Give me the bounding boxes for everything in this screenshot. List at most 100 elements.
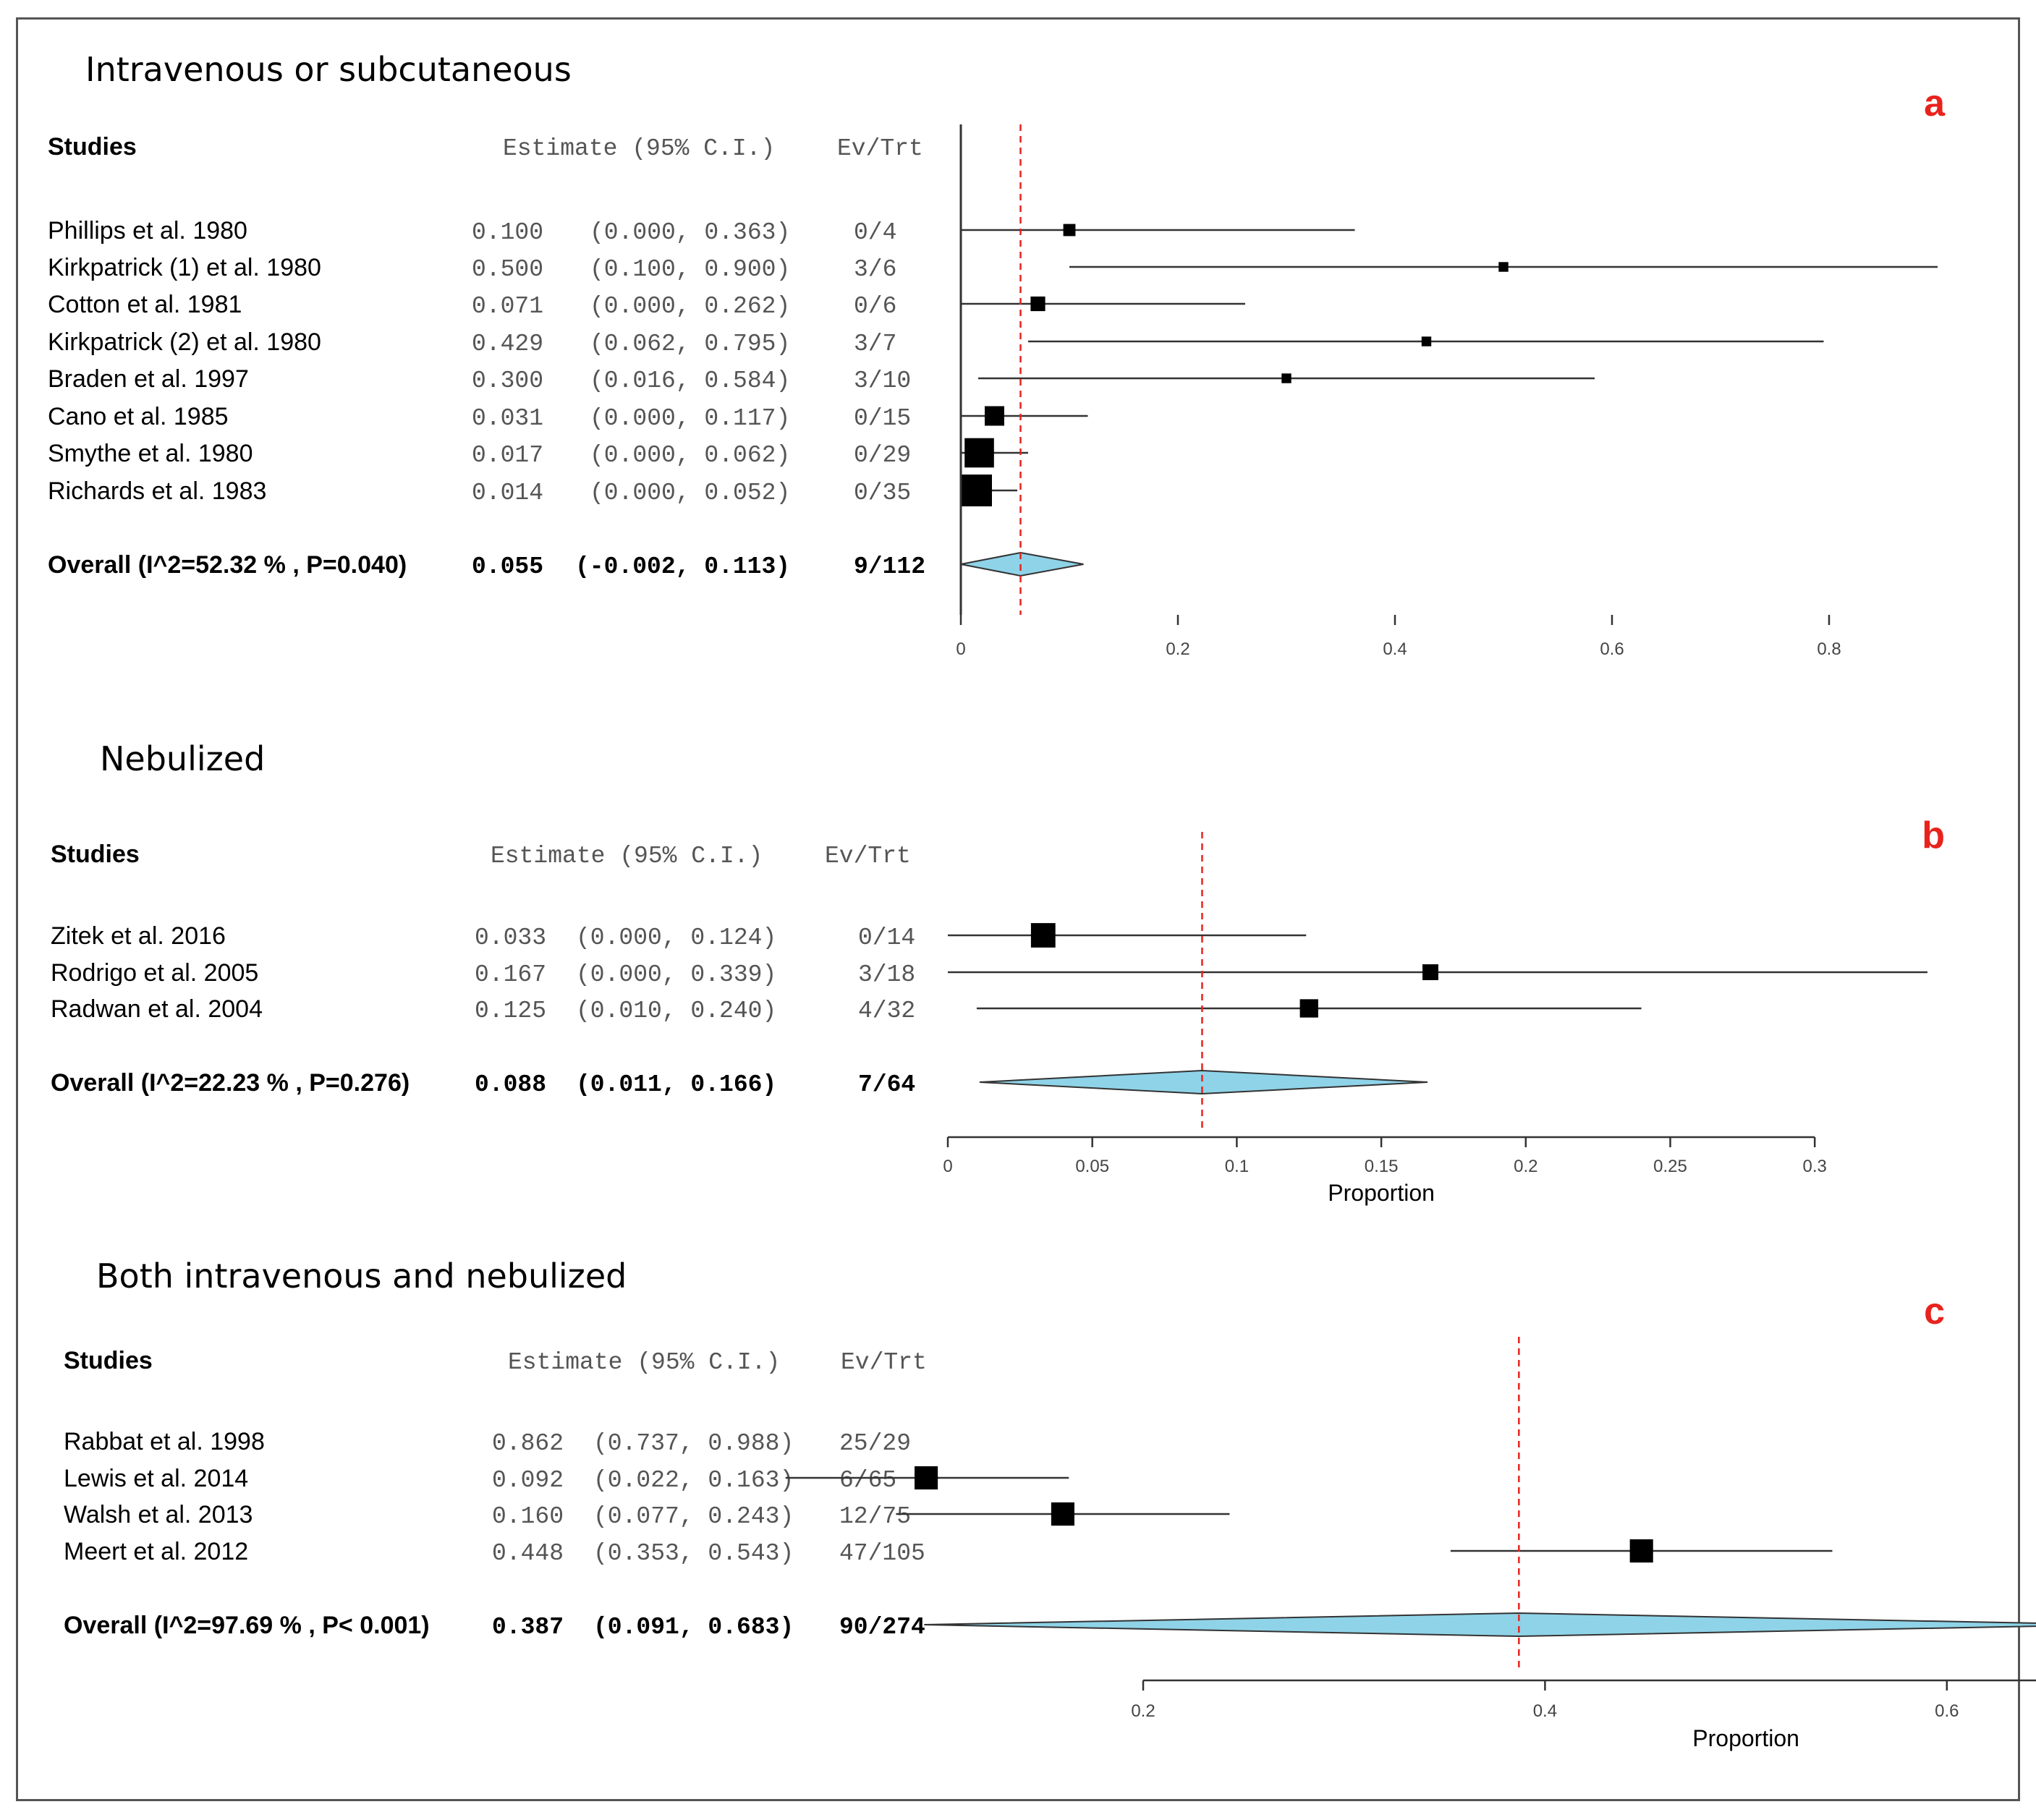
overall-estimate: 0.088 [475, 1071, 546, 1098]
study-name: Cano et al. 1985 [48, 403, 229, 430]
header-studies: Studies [51, 841, 140, 868]
study-estimate: 0.017 [472, 442, 543, 469]
header-evtrt: Ev/Trt [837, 135, 923, 162]
header-estimate: Estimate (95% C.I.) [491, 843, 763, 869]
study-evtrt: 47/105 [839, 1540, 925, 1567]
study-evtrt: 3/7 [854, 331, 896, 357]
x-tick-label: 0.1 [1225, 1157, 1249, 1176]
overall-evtrt: 9/112 [854, 553, 925, 580]
study-marker [1421, 336, 1432, 346]
overall-label: Overall (I^2=97.69 % , P< 0.001) [64, 1612, 430, 1639]
study-evtrt: 0/15 [854, 405, 911, 432]
study-ci: (0.000, 0.339) [576, 961, 776, 988]
x-tick-label: 0 [956, 639, 965, 659]
study-ci: (0.353, 0.543) [593, 1540, 794, 1567]
study-name: Phillips et al. 1980 [48, 217, 247, 244]
study-ci: (0.000, 0.062) [590, 442, 790, 469]
study-marker [960, 475, 992, 506]
x-tick-label: 0.15 [1365, 1157, 1399, 1176]
study-name: Zitek et al. 2016 [51, 922, 226, 950]
study-marker [1063, 224, 1076, 237]
study-evtrt: 0/29 [854, 442, 911, 469]
x-tick-label: 0.8 [1817, 639, 1841, 659]
study-ci: (0.010, 0.240) [576, 998, 776, 1024]
study-marker [964, 438, 994, 468]
study-evtrt: 3/18 [858, 961, 915, 988]
panel-letter: c [1924, 1290, 1945, 1332]
study-marker [1281, 373, 1291, 383]
study-estimate: 0.500 [472, 256, 543, 283]
study-evtrt: 0/4 [854, 219, 896, 246]
study-name: Kirkpatrick (2) et al. 1980 [48, 328, 321, 356]
overall-evtrt: 90/274 [839, 1614, 925, 1641]
header-studies: Studies [48, 133, 137, 161]
study-name: Meert et al. 2012 [64, 1538, 248, 1565]
study-evtrt: 25/29 [839, 1430, 911, 1457]
panel-title: Both intravenous and nebulized [96, 1256, 627, 1296]
study-marker [1422, 964, 1438, 980]
panel-letter: a [1924, 82, 1946, 124]
study-evtrt: 0/14 [858, 924, 915, 951]
figure-frame [16, 17, 2020, 1801]
study-evtrt: 4/32 [858, 998, 915, 1024]
study-estimate: 0.125 [475, 998, 546, 1024]
header-evtrt: Ev/Trt [841, 1349, 927, 1376]
overall-ci: (0.091, 0.683) [593, 1614, 794, 1641]
study-ci: (0.016, 0.584) [590, 367, 790, 394]
study-name: Walsh et al. 2013 [64, 1501, 253, 1528]
study-ci: (0.000, 0.117) [590, 405, 790, 432]
study-name: Radwan et al. 2004 [51, 995, 263, 1023]
overall-diamond [960, 551, 1084, 577]
x-tick-label: 0 [943, 1157, 952, 1176]
study-marker [1030, 923, 1056, 948]
study-ci: (0.000, 0.124) [576, 924, 776, 951]
study-name: Smythe et al. 1980 [48, 440, 253, 467]
study-estimate: 0.071 [472, 293, 543, 320]
study-estimate: 0.862 [492, 1430, 564, 1457]
study-ci: (0.737, 0.988) [593, 1430, 794, 1457]
panel-letter: b [1922, 815, 1945, 856]
study-marker [1030, 296, 1045, 312]
study-evtrt: 12/75 [839, 1503, 911, 1530]
study-ci: (0.022, 0.163) [593, 1467, 794, 1494]
overall-ci: (-0.002, 0.113) [575, 553, 790, 580]
study-ci: (0.000, 0.363) [590, 219, 790, 246]
study-evtrt: 3/10 [854, 367, 911, 394]
study-name: Rabbat et al. 1998 [64, 1428, 265, 1455]
study-estimate: 0.092 [492, 1467, 564, 1494]
x-axis-label: Proportion [1692, 1725, 1799, 1751]
study-evtrt: 3/6 [854, 256, 896, 283]
x-tick-label: 0.6 [1600, 639, 1624, 659]
overall-estimate: 0.387 [492, 1614, 564, 1641]
overall-diamond [979, 1069, 1428, 1095]
x-axis-label: Proportion [1328, 1180, 1435, 1206]
x-tick-label: 0.2 [1514, 1157, 1537, 1176]
x-tick-label: 0.25 [1653, 1157, 1687, 1176]
study-estimate: 0.160 [492, 1503, 564, 1530]
x-tick-label: 0.3 [1803, 1157, 1827, 1176]
study-estimate: 0.014 [472, 480, 543, 506]
study-estimate: 0.448 [492, 1540, 564, 1567]
study-evtrt: 0/6 [854, 293, 896, 320]
study-marker [1299, 999, 1318, 1018]
study-ci: (0.100, 0.900) [590, 256, 790, 283]
x-tick-label: 0.6 [1935, 1701, 1959, 1721]
header-evtrt: Ev/Trt [825, 843, 911, 869]
panel-title: Intravenous or subcutaneous [85, 50, 572, 89]
overall-diamond [924, 1612, 2036, 1638]
header-studies: Studies [64, 1347, 153, 1374]
study-evtrt: 6/65 [839, 1467, 896, 1494]
study-estimate: 0.167 [475, 961, 546, 988]
x-tick-label: 0.05 [1075, 1157, 1109, 1176]
study-estimate: 0.300 [472, 367, 543, 394]
study-name: Richards et al. 1983 [48, 477, 266, 505]
overall-evtrt: 7/64 [858, 1071, 915, 1098]
study-name: Braden et al. 1997 [48, 365, 249, 393]
panel-title: Nebulized [100, 739, 265, 778]
x-tick-label: 0.4 [1533, 1701, 1557, 1721]
study-ci: (0.000, 0.052) [590, 480, 790, 506]
study-ci: (0.062, 0.795) [590, 331, 790, 357]
study-marker [1051, 1502, 1074, 1526]
study-marker [1629, 1539, 1653, 1563]
